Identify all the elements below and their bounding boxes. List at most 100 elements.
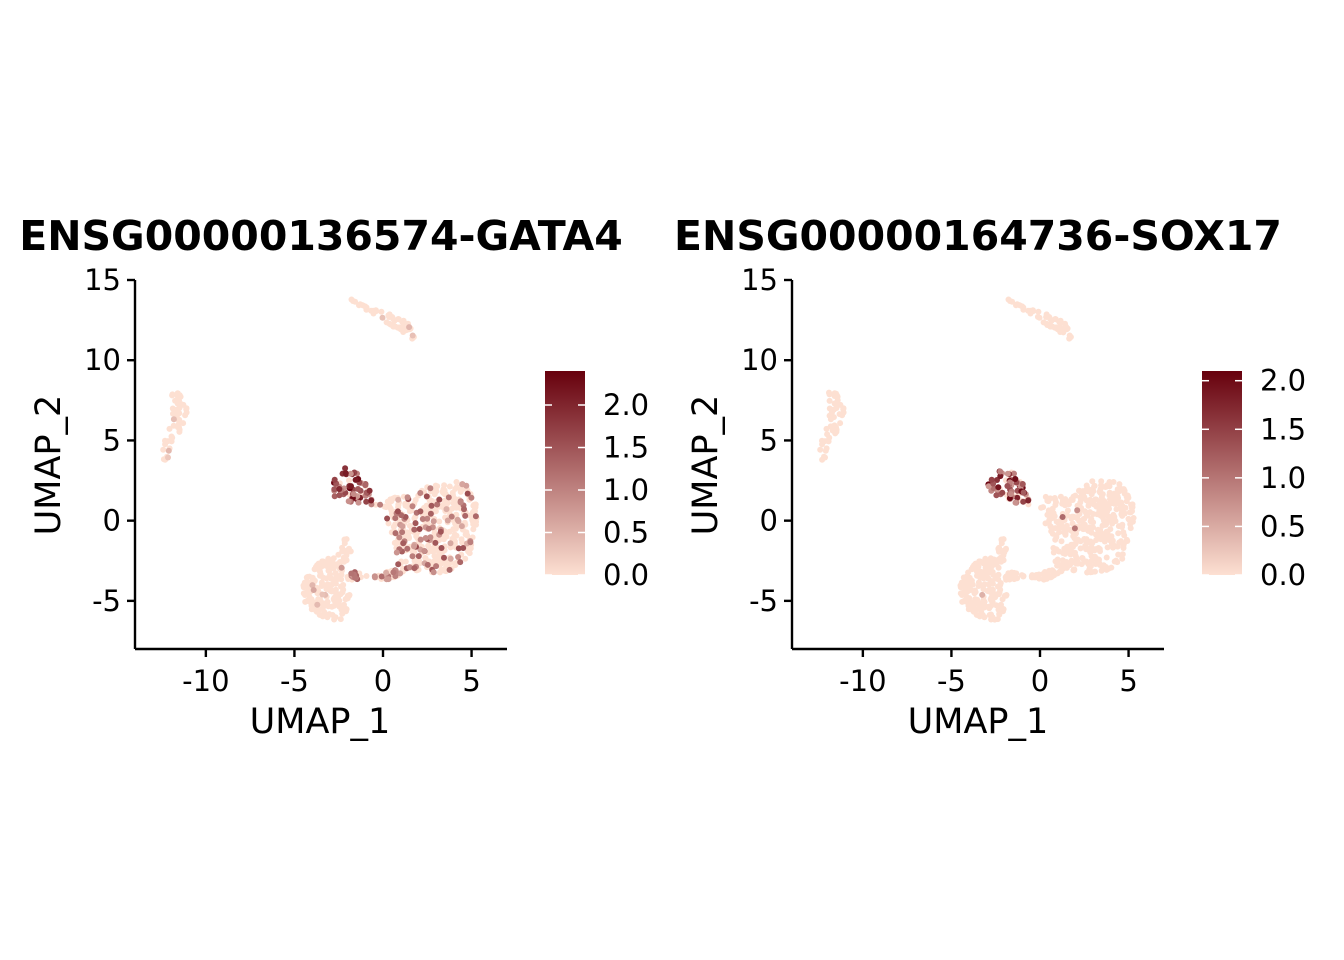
cell-point (326, 558, 333, 565)
cell-point (990, 593, 997, 600)
cell-point (1062, 496, 1069, 503)
cell-point (1046, 517, 1053, 524)
cell-point (390, 569, 397, 576)
y-tick-label: 0 (103, 504, 121, 538)
cell-point (392, 515, 399, 522)
cell-point (1012, 476, 1019, 482)
cell-point (338, 564, 345, 571)
cell-point (1079, 555, 1086, 562)
cell-point (995, 484, 1002, 491)
cell-point (326, 611, 333, 618)
cell-point (1067, 334, 1074, 340)
cell-point (1085, 497, 1092, 504)
cell-point (466, 550, 473, 557)
cell-point (1083, 536, 1090, 543)
scatter-points (817, 296, 1137, 623)
cell-point (1111, 490, 1118, 497)
cell-point (1092, 496, 1099, 503)
cell-point (1027, 307, 1034, 314)
cell-point (1100, 562, 1107, 569)
cell-point (395, 561, 402, 568)
cell-point (1004, 483, 1011, 489)
cell-point (1032, 574, 1039, 580)
cell-point (430, 569, 437, 576)
cell-point (336, 486, 343, 492)
cell-point (457, 559, 464, 566)
cell-point (1077, 545, 1084, 552)
cell-point (1129, 517, 1136, 524)
cell-point (1035, 308, 1042, 315)
cell-point (444, 499, 451, 506)
cell-point (822, 447, 829, 454)
cell-point (165, 454, 171, 461)
cell-point (1056, 568, 1063, 575)
x-tick-label: 5 (1119, 664, 1137, 698)
cell-point (1006, 571, 1013, 578)
cell-point (319, 591, 326, 598)
cell-point (341, 608, 348, 615)
cell-point (1086, 563, 1093, 570)
cell-point (448, 513, 455, 520)
cell-point (332, 563, 339, 569)
cell-point (350, 491, 357, 498)
x-tick-label: 0 (1031, 664, 1049, 698)
cell-point (411, 515, 418, 522)
cell-point (1052, 324, 1058, 331)
cell-point (411, 543, 417, 550)
cell-point (310, 587, 317, 593)
cell-point (379, 314, 386, 321)
cell-point (836, 411, 843, 418)
cell-point (963, 593, 970, 600)
cell-point (165, 447, 172, 454)
cell-point (1049, 567, 1056, 574)
cell-point (425, 525, 432, 532)
cell-point (417, 490, 424, 496)
colorbar-gradient (1202, 371, 1242, 575)
cell-point (1058, 538, 1065, 545)
cell-point (462, 555, 469, 562)
cell-point (995, 576, 1002, 583)
cell-point (1068, 515, 1075, 522)
cell-point (1025, 497, 1032, 504)
cell-point (337, 591, 344, 598)
cell-point (1048, 574, 1055, 581)
cell-point (1101, 498, 1108, 504)
cell-point (1059, 514, 1066, 520)
cell-point (424, 515, 431, 522)
cell-point (438, 545, 445, 551)
y-tick-label: -5 (749, 584, 778, 618)
cell-point (443, 533, 450, 540)
cell-point (1102, 484, 1109, 490)
cell-point (169, 392, 176, 399)
cell-point (1104, 544, 1111, 551)
cell-point (333, 576, 340, 583)
cell-point (1073, 560, 1080, 567)
cell-point (433, 487, 439, 494)
cell-point (817, 446, 824, 453)
cell-point (421, 548, 428, 554)
cell-point (1098, 478, 1105, 485)
cell-point (819, 437, 825, 444)
cell-point (999, 548, 1006, 554)
cell-point (302, 598, 309, 605)
cell-point (344, 595, 351, 602)
y-tick-label: 15 (84, 263, 121, 297)
cell-point (1053, 534, 1060, 541)
cell-point (170, 416, 177, 423)
cell-point (322, 562, 329, 569)
cell-point (331, 476, 338, 483)
cell-point (378, 308, 385, 315)
cell-point (370, 307, 377, 314)
cell-point (174, 393, 181, 399)
cell-point (1046, 315, 1053, 322)
colorbar: 0.0 0.5 1.0 1.5 2.0 (1202, 364, 1306, 592)
cell-point (314, 562, 321, 569)
cell-point (436, 518, 443, 525)
cell-point (355, 499, 362, 506)
cell-point (377, 501, 384, 508)
cell-point (175, 424, 182, 431)
cell-point (1116, 481, 1123, 488)
cell-point (443, 562, 450, 569)
cell-point (1040, 576, 1047, 583)
cell-point (997, 473, 1004, 480)
